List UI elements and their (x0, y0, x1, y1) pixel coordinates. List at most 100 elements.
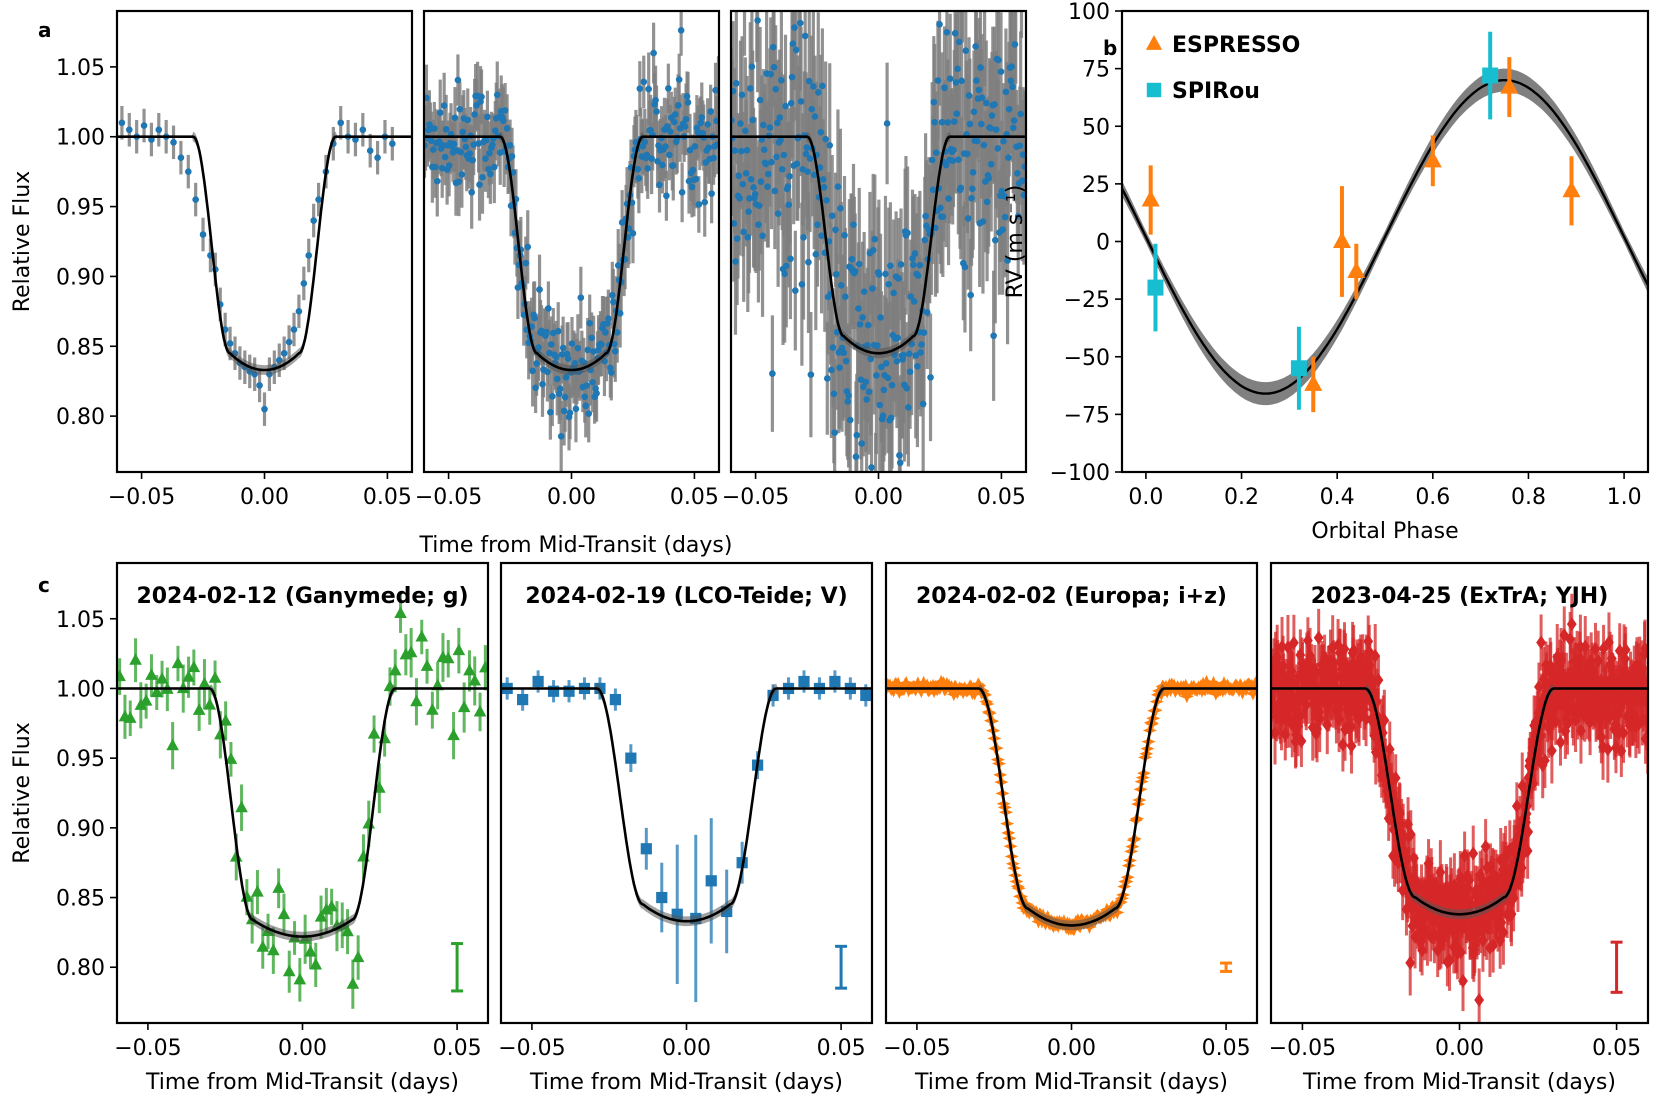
data-point (1332, 688, 1343, 703)
data-point (1565, 632, 1576, 647)
data-point (793, 160, 801, 168)
data-point (665, 85, 672, 92)
data-point (300, 280, 308, 287)
transit-model-line (501, 687, 872, 923)
data-point (256, 940, 270, 952)
data-point (1291, 727, 1301, 742)
data-point (198, 677, 211, 689)
data-point (1528, 776, 1538, 791)
data-point (1007, 77, 1015, 85)
data-point (1618, 726, 1629, 741)
data-point (801, 32, 809, 40)
data-point (170, 139, 177, 146)
data-point (470, 141, 477, 148)
x-tick-label: 0.00 (854, 485, 903, 510)
data-point (1420, 907, 1431, 922)
data-point (1346, 719, 1356, 734)
data-point (1537, 758, 1548, 773)
data-point (930, 98, 938, 106)
data-point (388, 663, 402, 676)
data-point (476, 181, 483, 188)
data-point (778, 77, 785, 84)
data-point (1606, 651, 1617, 666)
data-point (695, 201, 703, 208)
data-point (1479, 907, 1489, 922)
data-point (663, 192, 670, 200)
data-point (462, 143, 470, 151)
data-point (1587, 664, 1598, 679)
data-point (742, 127, 749, 135)
data-point (755, 202, 763, 209)
data-point (640, 78, 648, 86)
data-point (1334, 645, 1345, 660)
data-point (1017, 110, 1024, 118)
legend-marker-spirou (1146, 82, 1162, 98)
x-tick-label: 0.00 (547, 485, 596, 510)
data-point (1363, 634, 1374, 649)
data-point (440, 102, 448, 109)
data-point (1485, 940, 1495, 955)
data-point (828, 212, 836, 220)
transit-model-line (1271, 687, 1648, 916)
data-point (834, 183, 842, 190)
data-point (634, 165, 642, 173)
data-point (869, 246, 877, 254)
data-point (1341, 694, 1352, 709)
plot-area (501, 670, 872, 1003)
data-point (208, 671, 222, 683)
data-point (1425, 894, 1436, 909)
x-tick-label: 0.05 (433, 1036, 482, 1061)
data-point (666, 151, 673, 159)
data-point (558, 351, 566, 358)
data-point (970, 108, 978, 116)
data-point (929, 186, 937, 194)
data-point (1515, 820, 1525, 835)
data-point (1328, 656, 1339, 671)
data-point (860, 689, 872, 702)
data-point (751, 190, 759, 198)
data-point (1640, 641, 1648, 656)
data-point (1005, 154, 1012, 161)
data-point (552, 353, 560, 361)
data-point (942, 161, 950, 169)
panel-title: 2024-02-02 (Europa; i+z) (916, 584, 1227, 609)
data-point (1333, 638, 1343, 653)
transit-model-line (117, 687, 488, 938)
data-point (1011, 41, 1019, 48)
data-point (1340, 722, 1350, 737)
data-point (139, 694, 153, 706)
data-point (844, 398, 852, 405)
data-point (1390, 770, 1401, 785)
data-point (912, 352, 920, 359)
data-point (566, 409, 574, 417)
data-point (150, 685, 164, 698)
data-point (280, 349, 288, 357)
data-point (584, 346, 592, 354)
data-point (479, 660, 488, 673)
data-point (740, 228, 748, 236)
data-point (937, 204, 944, 212)
data-point (366, 147, 374, 154)
data-point (1296, 734, 1307, 749)
data-point (1642, 734, 1648, 749)
data-point (992, 126, 1000, 133)
data-point (224, 752, 238, 764)
data-point (731, 220, 738, 227)
data-point (1271, 700, 1280, 715)
data-point (1314, 711, 1325, 726)
data-point (484, 113, 491, 121)
data-point (235, 800, 248, 813)
data-point (766, 124, 774, 131)
data-point (1616, 743, 1627, 758)
data-point (1625, 718, 1635, 733)
data-point (602, 329, 609, 336)
data-point (781, 270, 788, 278)
data-point (961, 263, 969, 271)
data-point (1110, 905, 1125, 920)
data-point (683, 93, 691, 100)
data-point (1389, 851, 1400, 866)
x-tick-label: −0.05 (114, 1036, 181, 1061)
data-point (1523, 824, 1534, 839)
data-point (1293, 669, 1304, 684)
data-point (842, 357, 850, 365)
